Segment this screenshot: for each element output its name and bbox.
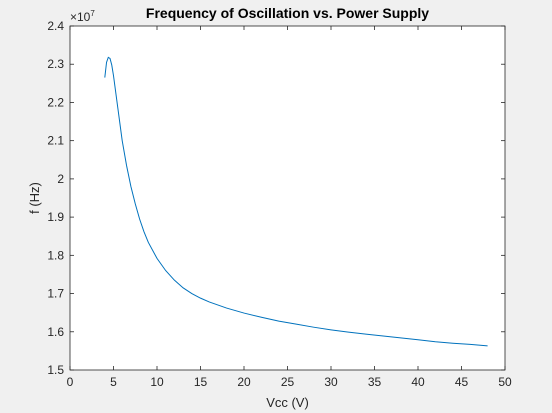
- y-tick-label: 1.6: [47, 325, 64, 339]
- x-axis-label: Vcc (V): [266, 395, 309, 410]
- x-tick-label: 50: [498, 375, 512, 389]
- x-tick-label: 45: [455, 375, 469, 389]
- x-tick-label: 20: [237, 375, 251, 389]
- x-axis-ticks: 0 5 10 15 20 25 30 35 40 45 50: [67, 26, 512, 389]
- series-line: [104, 56, 488, 347]
- x-tick-label: 25: [281, 375, 295, 389]
- y-tick-label: 2.4: [47, 19, 64, 33]
- y-axis-multiplier-base: ×10: [70, 10, 91, 24]
- y-axis-label: f (Hz): [27, 182, 42, 214]
- x-tick-label: 5: [110, 375, 117, 389]
- y-tick-label: 2.2: [47, 95, 64, 109]
- x-tick-label: 30: [324, 375, 338, 389]
- plot-frame: [69, 25, 506, 371]
- y-tick-label: 1.8: [47, 248, 64, 262]
- y-tick-label: 2: [57, 172, 64, 186]
- x-tick-label: 0: [67, 375, 74, 389]
- y-tick-label: 2.3: [47, 57, 64, 71]
- x-tick-label: 35: [368, 375, 382, 389]
- y-tick-label: 1.7: [47, 287, 64, 301]
- y-axis-ticks: 1.5 1.6 1.7 1.8 1.9 2 2.1 2.2 2.3 2.4: [47, 19, 505, 377]
- chart-title: Frequency of Oscillation vs. Power Suppl…: [146, 5, 429, 21]
- y-axis-multiplier: ×107: [70, 9, 95, 24]
- x-tick-label: 10: [150, 375, 164, 389]
- y-axis-multiplier-exponent: 7: [90, 9, 95, 18]
- plot-area: [70, 26, 505, 370]
- y-tick-label: 1.5: [47, 363, 64, 377]
- x-tick-label: 15: [194, 375, 208, 389]
- y-tick-label: 2.1: [47, 134, 64, 148]
- y-tick-label: 1.9: [47, 210, 64, 224]
- x-tick-label: 40: [411, 375, 425, 389]
